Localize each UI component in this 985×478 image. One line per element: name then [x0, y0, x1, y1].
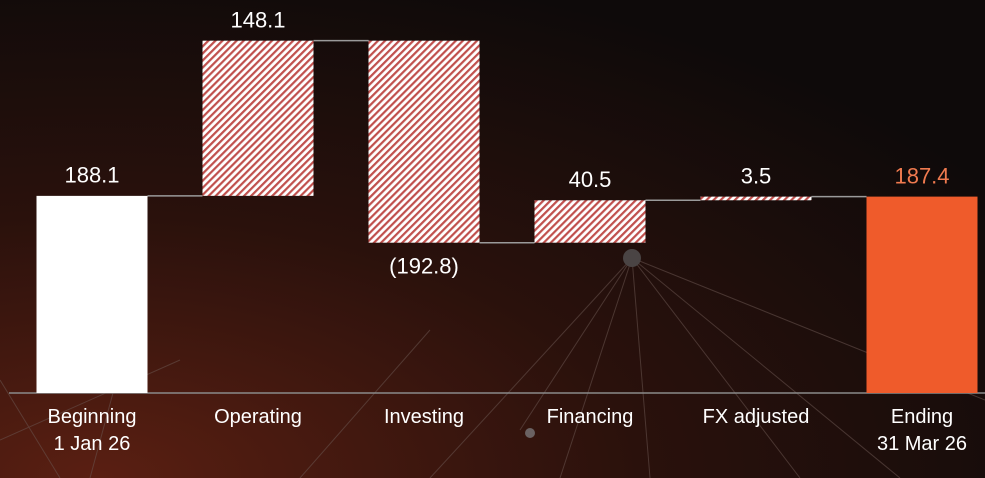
decoration: [0, 257, 985, 478]
x-tick-label: Operating: [214, 406, 302, 428]
bar: [700, 196, 812, 201]
bar: [36, 195, 148, 393]
value-label: 187.4: [894, 163, 949, 188]
decoration-node: [623, 249, 641, 267]
bar: [368, 40, 480, 243]
x-tick-label: Beginning 1 Jan 26: [47, 406, 137, 455]
bar: [534, 200, 646, 243]
value-label: (192.8): [389, 254, 459, 279]
x-tick-label: Investing: [383, 406, 465, 428]
x-tick-label: Ending 31 Mar 26: [876, 406, 968, 455]
bar: [866, 196, 978, 393]
value-label: 148.1: [230, 7, 285, 32]
bar: [202, 40, 314, 196]
value-label: 40.5: [569, 167, 612, 192]
x-tick-label: FX adjusted: [702, 406, 810, 428]
value-label: 188.1: [64, 163, 119, 188]
x-tick-label: Financing: [546, 406, 634, 428]
decoration-node: [525, 428, 535, 438]
value-label: 3.5: [741, 163, 772, 188]
